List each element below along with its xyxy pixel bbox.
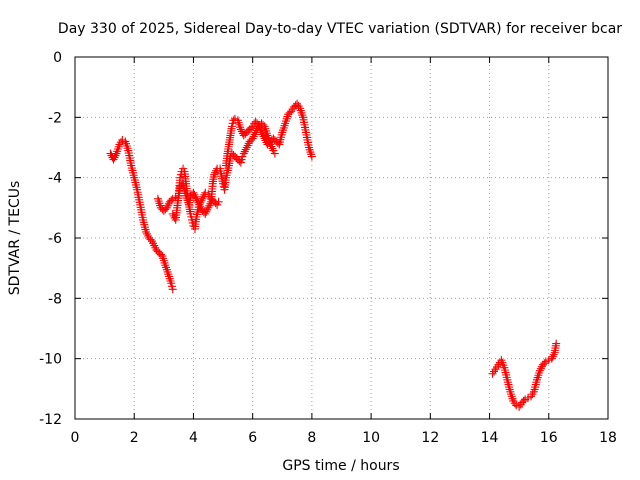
data-point bbox=[143, 229, 152, 238]
data-point bbox=[547, 354, 556, 363]
data-point bbox=[201, 209, 210, 218]
data-point bbox=[268, 144, 277, 153]
data-point bbox=[190, 190, 199, 199]
data-point bbox=[243, 141, 252, 150]
axis-ticks: 0 2 4 6 8 10 12 14 16 18 0 -2 -4 -6 -8 -10 -12 bbox=[39, 50, 617, 446]
x-tick-label: 0 bbox=[71, 430, 80, 446]
data-point bbox=[214, 197, 223, 206]
y-tick-label: -8 bbox=[48, 291, 62, 307]
x-tick-label: 14 bbox=[481, 430, 499, 446]
data-point bbox=[549, 350, 558, 359]
data-point bbox=[242, 143, 251, 152]
series-5 bbox=[488, 339, 561, 411]
data-point bbox=[247, 123, 256, 132]
y-tick-label: -6 bbox=[48, 231, 62, 247]
data-point bbox=[168, 209, 177, 218]
data-point bbox=[239, 149, 248, 158]
data-point bbox=[162, 203, 171, 212]
y-tick-label: 0 bbox=[53, 50, 62, 66]
x-tick-label: 2 bbox=[130, 430, 139, 446]
data-point bbox=[257, 128, 266, 137]
data-point bbox=[189, 188, 198, 197]
data-point bbox=[250, 130, 259, 139]
y-tick-label: -4 bbox=[48, 171, 62, 187]
data-point bbox=[548, 352, 557, 361]
chart-title: Day 330 of 2025, Sidereal Day-to-day VTE… bbox=[58, 21, 622, 37]
data-point bbox=[204, 203, 213, 212]
x-tick-label: 10 bbox=[362, 430, 380, 446]
data-point bbox=[196, 202, 205, 211]
data-point bbox=[167, 196, 176, 205]
data-point bbox=[191, 192, 200, 201]
y-tick-label: -10 bbox=[39, 352, 62, 368]
data-point bbox=[193, 196, 202, 205]
data-point bbox=[211, 168, 220, 177]
data-point bbox=[203, 205, 212, 214]
y-tick-label: -12 bbox=[39, 412, 62, 428]
data-point bbox=[307, 152, 316, 161]
data-point bbox=[163, 201, 172, 210]
data-point bbox=[205, 201, 214, 210]
data-point bbox=[248, 134, 257, 143]
data-point bbox=[536, 364, 545, 373]
x-tick-label: 8 bbox=[307, 430, 316, 446]
data-series bbox=[106, 99, 561, 411]
grid-lines bbox=[75, 57, 608, 419]
x-axis-label: GPS time / hours bbox=[282, 458, 399, 474]
x-tick-label: 12 bbox=[421, 430, 439, 446]
data-point bbox=[142, 227, 151, 236]
data-point bbox=[110, 153, 119, 162]
x-tick-label: 4 bbox=[189, 430, 198, 446]
x-tick-label: 16 bbox=[540, 430, 558, 446]
data-point bbox=[202, 207, 211, 216]
data-point bbox=[535, 366, 544, 375]
data-point bbox=[236, 125, 245, 134]
y-axis-label: SDTVAR / TECUs bbox=[7, 181, 23, 296]
data-point bbox=[552, 339, 561, 348]
data-point bbox=[260, 134, 269, 143]
data-point bbox=[258, 130, 267, 139]
series-1 bbox=[106, 135, 177, 294]
y-tick-label: -2 bbox=[48, 110, 62, 126]
data-point bbox=[259, 132, 268, 141]
data-point bbox=[241, 145, 250, 154]
series-4 bbox=[222, 99, 316, 170]
data-point bbox=[192, 194, 201, 203]
data-point bbox=[206, 199, 215, 208]
data-point bbox=[519, 396, 528, 405]
data-point bbox=[194, 198, 203, 207]
data-point bbox=[240, 147, 249, 156]
data-point bbox=[249, 132, 258, 141]
x-tick-label: 6 bbox=[248, 430, 257, 446]
data-point bbox=[109, 155, 118, 164]
data-point bbox=[540, 359, 549, 368]
data-point bbox=[270, 149, 279, 158]
x-tick-label: 18 bbox=[599, 430, 617, 446]
data-point bbox=[253, 119, 262, 128]
data-point bbox=[111, 151, 120, 160]
data-point bbox=[210, 170, 219, 179]
data-point bbox=[195, 200, 204, 209]
data-point bbox=[168, 285, 177, 294]
